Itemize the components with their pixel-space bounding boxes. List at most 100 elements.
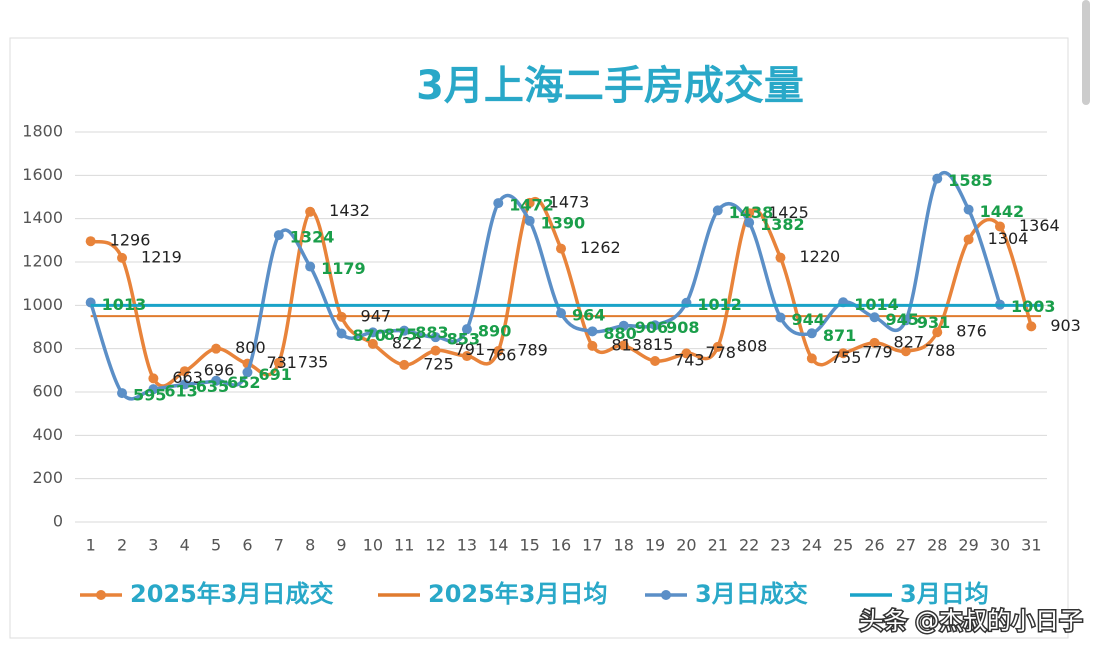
data-label: 1304 [988,229,1029,248]
data-label: 944 [791,310,824,329]
data-point [650,356,661,367]
data-point [681,348,692,359]
data-point [430,345,441,356]
data-label: 808 [737,336,768,355]
data-label: 1425 [768,203,809,222]
data-point [273,357,284,368]
data-label: 931 [917,313,950,332]
data-label: 871 [823,326,856,345]
data-point [587,326,598,337]
y-tick-label: 400 [32,425,63,444]
x-tick-label: 8 [305,536,315,555]
data-point [524,215,535,226]
data-point [211,375,222,386]
x-tick-label: 12 [425,536,445,555]
data-point [493,346,504,357]
y-tick-label: 600 [32,382,63,401]
x-tick-label: 28 [927,536,947,555]
data-point [179,379,190,390]
data-label: 853 [447,330,480,349]
x-tick-label: 2 [117,536,127,555]
x-tick-label: 17 [582,536,602,555]
data-label: 883 [415,323,448,342]
scrollbar [1082,0,1090,105]
legend-marker [661,590,671,600]
data-point [650,320,661,331]
data-point [618,320,629,331]
data-point [618,340,629,351]
x-tick-label: 24 [802,536,822,555]
data-label: 725 [423,354,454,373]
data-point [900,346,911,357]
data-label: 735 [298,352,329,371]
data-point [399,359,410,370]
data-point [869,312,880,323]
chart-title: 3月上海二手房成交量 [416,63,804,109]
data-label: 815 [643,335,674,354]
data-label: 1179 [321,259,366,278]
data-point [211,343,222,354]
data-point [242,367,253,378]
data-label: 890 [478,322,511,341]
x-tick-label: 27 [896,536,916,555]
y-tick-label: 800 [32,338,63,357]
x-tick-label: 20 [676,536,696,555]
data-point [148,373,159,384]
x-tick-label: 26 [864,536,884,555]
data-point [524,197,535,208]
data-point [399,325,410,336]
data-label: 1296 [110,231,151,250]
data-point [461,351,472,362]
data-label: 903 [1050,316,1081,335]
data-label: 595 [133,386,166,405]
data-label: 696 [204,361,235,380]
x-tick-label: 19 [645,536,665,555]
x-tick-label: 23 [770,536,790,555]
data-point [305,261,316,272]
data-point [1026,321,1037,332]
x-tick-label: 11 [394,536,414,555]
x-tick-label: 22 [739,536,759,555]
x-tick-label: 14 [488,536,508,555]
data-label: 945 [886,310,919,329]
x-tick-label: 3 [148,536,158,555]
data-label: 947 [361,306,392,325]
data-point [775,312,786,323]
data-point [117,388,128,399]
data-label: 635 [196,377,229,396]
x-tick-label: 21 [708,536,728,555]
data-label: 1014 [854,295,899,314]
data-label: 652 [227,373,260,392]
data-label: 827 [894,332,925,351]
data-point [556,308,566,319]
x-tick-label: 6 [242,536,252,555]
data-point [806,353,817,364]
y-tick-label: 1400 [22,208,63,227]
data-label: 779 [862,343,893,362]
data-label: 1219 [141,247,182,266]
legend-label: 3月日均 [900,580,989,608]
data-label: 870 [353,326,386,345]
data-point [273,230,284,241]
data-point [900,315,911,326]
x-tick-label: 29 [958,536,978,555]
x-tick-label: 16 [551,536,571,555]
x-tick-label: 13 [457,536,477,555]
y-tick-label: 1000 [22,295,63,314]
x-tick-label: 5 [211,536,221,555]
data-label: 1438 [729,203,774,222]
x-tick-label: 4 [180,536,190,555]
data-label: 1003 [1011,297,1056,316]
data-point [305,206,316,217]
data-point [587,340,598,351]
data-label: 1432 [329,201,370,220]
data-label: 906 [635,318,668,337]
data-label: 1012 [697,295,742,314]
data-label: 743 [674,351,705,370]
data-label: 663 [172,368,203,387]
y-tick-label: 1200 [22,252,63,271]
data-label: 1364 [1019,216,1060,235]
x-tick-label: 7 [274,536,284,555]
data-label: 613 [164,382,197,401]
